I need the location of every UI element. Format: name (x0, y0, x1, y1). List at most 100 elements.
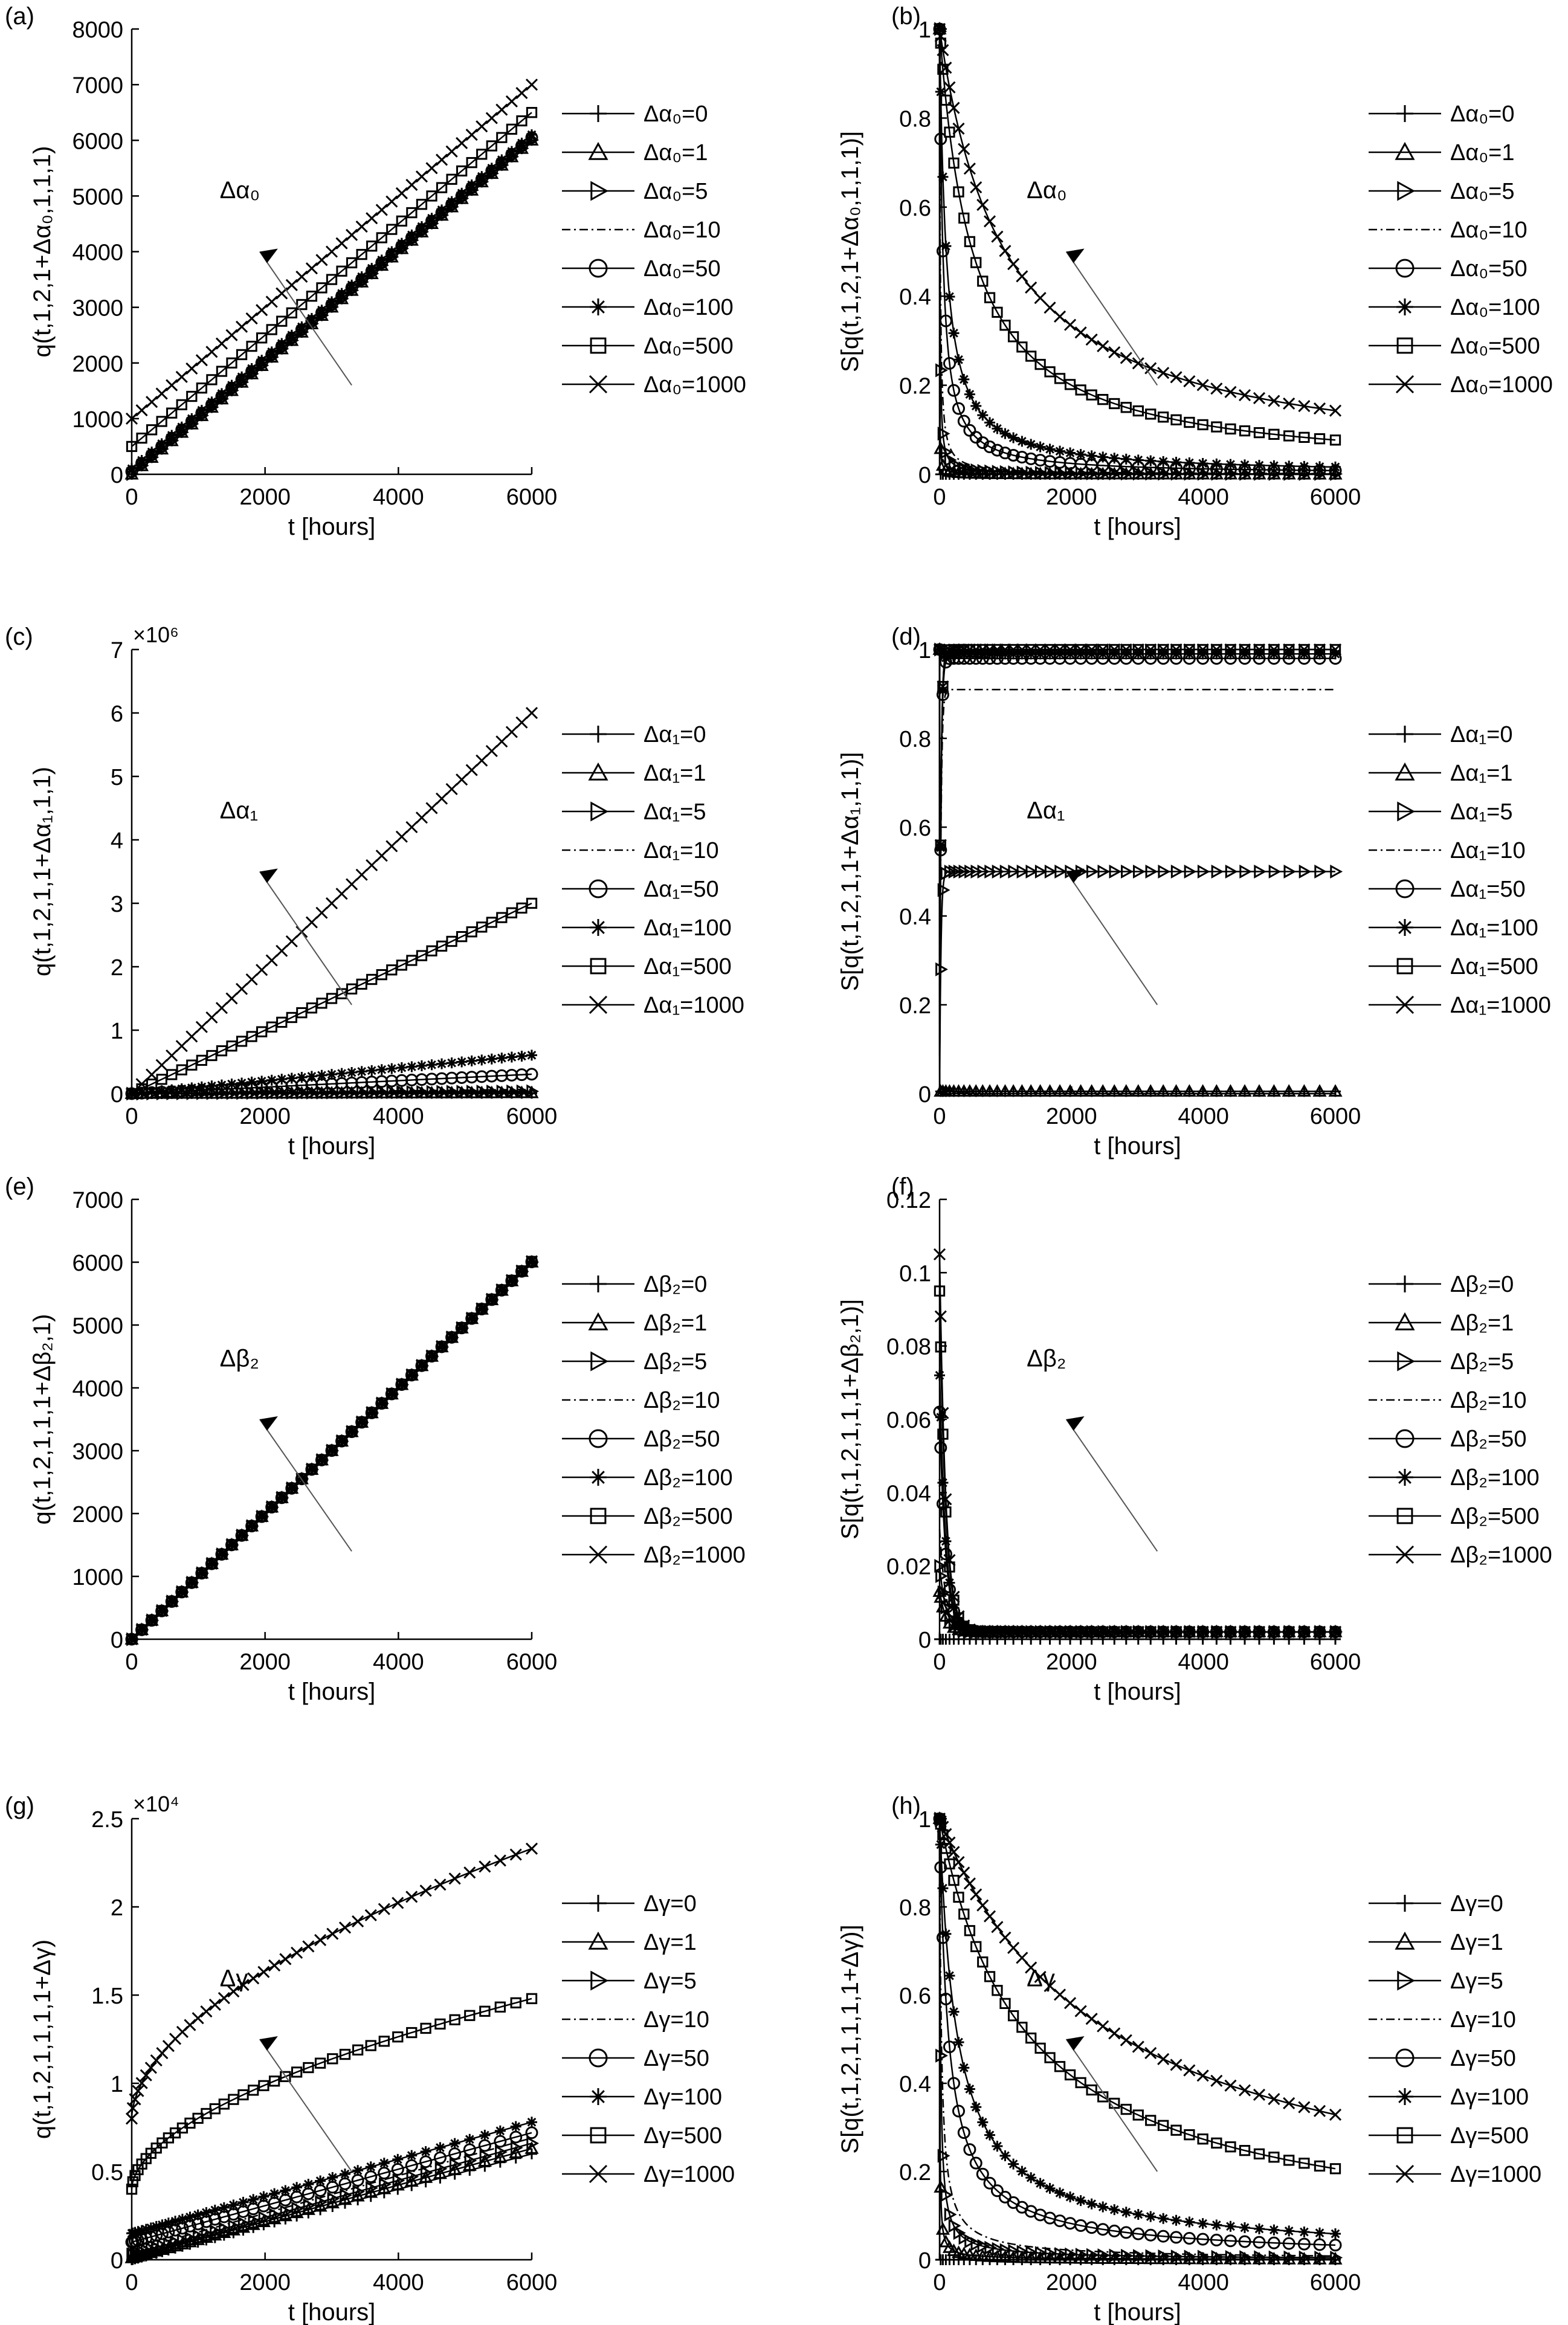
x-axis-label: t [hours] (1094, 514, 1181, 540)
data-point (1008, 2244, 1021, 2259)
series-3 (938, 1529, 1335, 1633)
data-point (216, 388, 227, 399)
data-point (982, 1084, 997, 1097)
data-point (376, 1064, 387, 1075)
data-point (1283, 397, 1295, 410)
legend-marker (589, 995, 608, 1014)
data-point (135, 1624, 148, 1636)
data-point (1314, 2250, 1328, 2265)
data-point (315, 1453, 328, 1466)
data-point (405, 821, 418, 834)
series-2 (934, 642, 1343, 1075)
data-point (1025, 439, 1037, 450)
data-point (1157, 643, 1170, 656)
data-point (943, 643, 956, 656)
x-tick-label: 4000 (373, 1649, 424, 1675)
data-point (315, 254, 328, 266)
data-point (1239, 425, 1251, 437)
data-point (291, 2201, 305, 2216)
data-point (1025, 281, 1037, 294)
data-point (944, 1970, 955, 1981)
x-tick-label: 2000 (1046, 485, 1097, 510)
data-point (163, 2217, 174, 2229)
legend-marker (590, 105, 607, 122)
data-point (346, 228, 358, 241)
data-point (449, 2014, 460, 2025)
data-point (1254, 2223, 1265, 2234)
data-point (525, 1255, 538, 1268)
data-point (355, 220, 368, 233)
data-point (326, 1927, 339, 1940)
data-point (175, 1585, 188, 1598)
data-point (235, 982, 248, 995)
data-point (1267, 2236, 1280, 2249)
data-point (406, 2169, 419, 2184)
y-axis-label: q(t,1,2,1+Δα₀,1,1,1) (29, 146, 56, 358)
data-point (326, 296, 337, 308)
data-point (396, 1085, 409, 1099)
data-point (1313, 2238, 1326, 2251)
data-point (1133, 466, 1146, 481)
data-point (958, 1908, 970, 1920)
data-point (276, 1491, 288, 1504)
data-point (136, 454, 147, 466)
data-point (378, 2036, 390, 2047)
data-point (963, 2143, 976, 2156)
y-tick-label: 0 (111, 1628, 123, 1653)
data-point (1314, 2227, 1325, 2239)
data-point (316, 1454, 327, 1466)
data-point (1268, 864, 1282, 879)
legend-marker (590, 1351, 609, 1372)
data-point (1225, 459, 1236, 470)
data-point (463, 1866, 476, 1879)
data-point (1006, 2250, 1021, 2263)
data-point (156, 1085, 167, 1097)
data-point (934, 1861, 947, 1874)
data-point (1120, 643, 1132, 656)
data-point (206, 374, 218, 385)
data-point (246, 340, 257, 352)
data-point (306, 313, 317, 324)
data-point (1034, 454, 1047, 467)
data-point (1239, 2250, 1253, 2265)
data-point (935, 962, 948, 976)
data-point (948, 2006, 960, 2017)
panel-label: (c) (5, 624, 33, 650)
data-point (376, 1398, 387, 1409)
series-3 (938, 649, 1335, 1059)
data-point (465, 1312, 478, 1324)
data-point (125, 1087, 138, 1100)
series-line (938, 649, 1335, 1075)
data-point (496, 1053, 508, 1064)
data-point (466, 1085, 479, 1099)
data-point (375, 850, 388, 862)
data-point (510, 1997, 521, 2008)
data-point (1253, 427, 1265, 439)
data-point (1182, 1084, 1196, 1097)
x-tick-label: 4000 (1178, 1649, 1229, 1675)
data-point (145, 2222, 156, 2234)
data-point (378, 2158, 390, 2169)
data-point (285, 1482, 298, 1494)
panel-e: (e) 0 1000 2000 3000 4000 5000 6000 7000 0 2000 400… (5, 1173, 746, 1705)
data-point (1034, 358, 1046, 370)
legend-entry: Δα₀=50 (1450, 256, 1528, 282)
series-7 (125, 1842, 538, 2125)
data-point (1044, 864, 1057, 879)
legend-entry: Δα₁=0 (644, 722, 706, 747)
data-point (1145, 864, 1158, 879)
data-point (1044, 443, 1056, 455)
data-point (434, 2142, 446, 2153)
data-point (286, 1482, 297, 1494)
legend-marker (590, 1469, 607, 1486)
data-point (1329, 434, 1341, 446)
y-tick-label: 0 (111, 463, 123, 488)
data-point (426, 213, 437, 224)
data-point (952, 122, 965, 135)
data-point (1097, 2020, 1109, 2033)
data-point (983, 215, 996, 228)
data-point (1025, 864, 1039, 879)
data-point (1330, 2250, 1343, 2265)
panel-f: (f) 0 0.02 0.04 0.06 0.08 0.1 0.12 0 2000 4000 6000… (837, 1173, 1552, 1705)
data-point (1053, 1625, 1066, 1638)
